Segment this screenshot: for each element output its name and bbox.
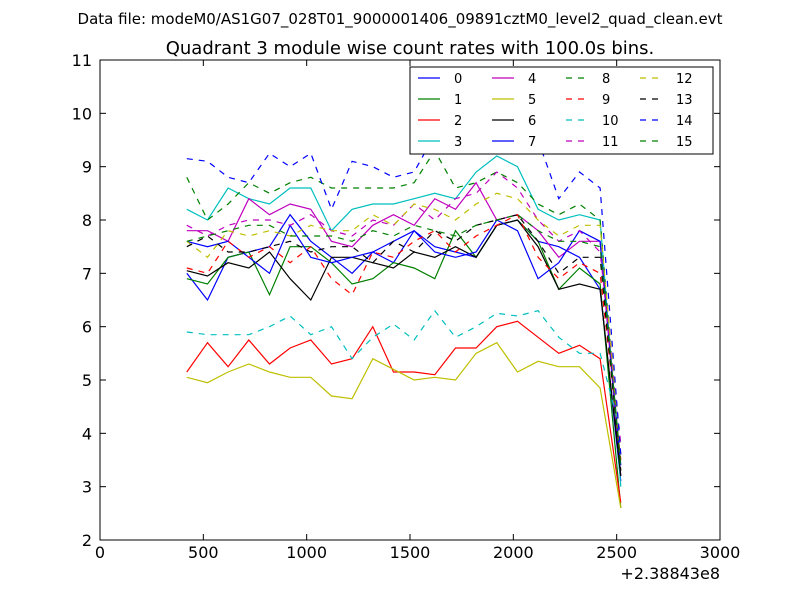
legend-label-4: 4	[528, 72, 536, 87]
series-line-8	[186, 149, 622, 471]
series-line-9	[186, 213, 622, 461]
x-tick-label: 0	[95, 543, 105, 562]
x-tick-label: 500	[188, 543, 219, 562]
y-tick-label: 11	[72, 51, 92, 70]
chart-title: Quadrant 3 module wise count rates with …	[166, 38, 655, 59]
legend-label-8: 8	[602, 72, 610, 87]
legend-label-10: 10	[602, 114, 619, 129]
legend-label-1: 1	[454, 93, 462, 108]
series-line-14	[186, 112, 622, 455]
x-tick-label: 1000	[286, 543, 327, 562]
series-layer	[186, 112, 622, 509]
series-line-15	[186, 214, 622, 466]
legend-frame	[409, 66, 714, 155]
legend-label-7: 7	[528, 135, 536, 150]
series-line-4	[186, 181, 622, 477]
y-tick-label: 10	[72, 104, 92, 123]
x-tick-label: 3000	[700, 543, 741, 562]
legend-label-6: 6	[528, 114, 536, 129]
y-tick-label: 5	[82, 371, 92, 390]
series-line-1	[186, 219, 622, 509]
legend-label-11: 11	[602, 135, 619, 150]
legend-label-15: 15	[676, 135, 693, 150]
legend-label-13: 13	[676, 93, 693, 108]
legend-label-5: 5	[528, 93, 536, 108]
y-tick-label: 4	[82, 424, 92, 443]
legend-label-3: 3	[454, 135, 462, 150]
series-line-2	[186, 320, 622, 503]
x-tick-label: 2500	[596, 543, 637, 562]
x-tick-label: 2000	[493, 543, 534, 562]
series-line-3	[186, 155, 622, 487]
series-line-10	[186, 309, 622, 434]
figure-suptitle: Data file: modeM0/AS1G07_028T01_90000014…	[78, 10, 723, 29]
series-line-13	[186, 214, 622, 471]
y-tick-label: 2	[82, 531, 92, 550]
series-line-7	[186, 219, 622, 466]
y-tick-label: 6	[82, 318, 92, 337]
legend-label-12: 12	[676, 72, 693, 87]
series-line-12	[186, 192, 622, 455]
x-tick-label: 1500	[390, 543, 431, 562]
y-tick-label: 7	[82, 264, 92, 283]
legend-label-9: 9	[602, 93, 610, 108]
y-tick-label: 9	[82, 158, 92, 177]
y-tick-label: 3	[82, 478, 92, 497]
legend-label-2: 2	[454, 114, 462, 129]
legend-label-0: 0	[454, 72, 462, 87]
legend-label-14: 14	[676, 114, 693, 129]
x-offset-label: +2.38843e8	[620, 564, 720, 583]
series-line-5	[186, 341, 622, 509]
y-tick-label: 8	[82, 211, 92, 230]
